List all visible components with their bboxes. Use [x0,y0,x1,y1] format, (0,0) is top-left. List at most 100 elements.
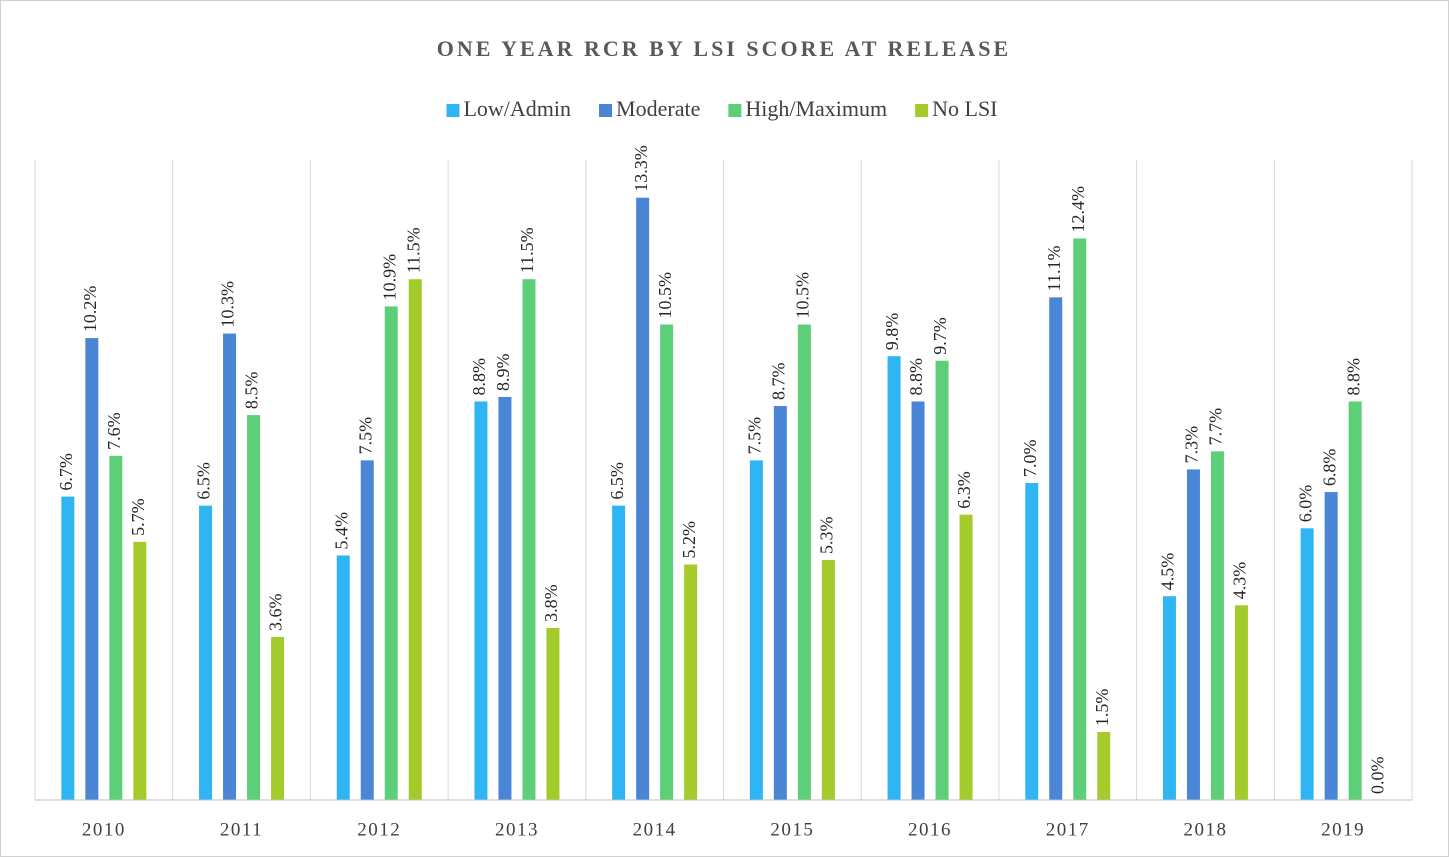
data-label: 6.5% [607,462,627,500]
data-label: 6.8% [1319,449,1339,487]
data-label: 8.7% [768,363,788,401]
data-label: 10.3% [218,281,238,328]
bar [636,197,650,800]
bar [360,460,374,800]
data-label: 11.1% [1044,245,1064,291]
x-tick-label: 2013 [495,819,539,840]
data-label: 11.5% [517,227,537,273]
bar [749,460,763,800]
data-label: 7.6% [104,412,124,450]
bar [1300,528,1314,800]
bar [408,279,422,800]
bar [1234,605,1248,800]
bar [546,627,560,800]
data-label: 1.5% [1092,689,1112,727]
bar [1162,596,1176,800]
bar [498,396,512,800]
bar [85,338,99,800]
bar [1324,492,1338,800]
bar [474,401,488,800]
data-label: 3.6% [266,593,286,631]
data-label: 6.0% [1295,485,1315,523]
data-label: 7.3% [1182,426,1202,464]
data-label: 0.0% [1367,757,1387,795]
data-label: 9.7% [930,317,950,355]
data-label: 7.5% [744,417,764,455]
legend-label: High/Maximum [745,96,887,121]
data-label: 8.8% [469,358,489,396]
data-label: 12.4% [1068,186,1088,233]
bar [1025,483,1039,800]
x-tick-label: 2016 [908,819,952,840]
x-tick-label: 2018 [1183,819,1227,840]
bar [1186,469,1200,800]
legend-swatch [599,104,613,117]
chart-title: ONE YEAR RCR BY LSI SCORE AT RELEASE [437,36,1011,61]
x-tick-label: 2012 [357,819,401,840]
bar [1210,451,1224,800]
x-tick-label: 2019 [1321,819,1365,840]
legend-swatch [728,104,742,117]
legend-swatch [915,104,929,117]
bar [959,514,973,800]
data-label: 4.3% [1230,562,1250,600]
x-tick-label: 2011 [220,819,263,840]
data-label: 5.3% [816,516,836,554]
bar [109,455,123,800]
bar [133,541,147,800]
legend-swatch [446,104,460,117]
data-label: 9.8% [882,313,902,351]
bar [1348,401,1362,800]
x-tick-label: 2010 [82,819,126,840]
bar [935,360,949,800]
data-label: 3.8% [541,584,561,622]
bar [797,324,811,800]
data-label: 10.9% [379,254,399,301]
data-label: 6.7% [56,453,76,491]
data-label: 8.5% [242,372,262,409]
data-label: 5.4% [331,512,351,550]
data-label: 7.0% [1020,440,1040,478]
bar [1097,732,1111,800]
bar [271,636,285,800]
bar [1073,238,1087,800]
bar [247,415,261,800]
legend-label: Low/Admin [463,96,571,121]
data-label: 4.5% [1158,553,1178,591]
data-label: 5.2% [679,521,699,559]
x-tick-label: 2015 [770,819,814,840]
data-label: 10.5% [655,272,675,319]
bar [821,559,835,800]
bar [773,406,787,800]
bar [384,306,398,800]
data-label: 5.7% [128,498,148,536]
data-label: 10.2% [80,286,100,333]
bar [887,356,901,800]
bar [612,505,626,800]
x-tick-label: 2014 [633,819,677,840]
bar [684,564,698,800]
legend-label: No LSI [932,96,997,121]
data-label: 11.5% [403,227,423,273]
data-label: 8.8% [906,358,926,396]
x-tick-label: 2017 [1046,819,1090,840]
data-label: 7.7% [1206,408,1226,446]
legend-label: Moderate [616,96,700,121]
bar [522,279,536,800]
bar [1049,297,1063,800]
data-label: 10.5% [792,272,812,319]
bar [660,324,674,800]
bar [336,555,350,800]
data-label: 8.8% [1343,358,1363,396]
bar [61,496,75,800]
bar [223,333,237,800]
bar [199,505,213,800]
data-label: 7.5% [355,417,375,455]
data-label: 6.5% [194,462,214,500]
bar [911,401,925,800]
data-label: 6.3% [954,471,974,509]
data-label: 8.9% [493,353,513,391]
data-label: 13.3% [631,145,651,192]
